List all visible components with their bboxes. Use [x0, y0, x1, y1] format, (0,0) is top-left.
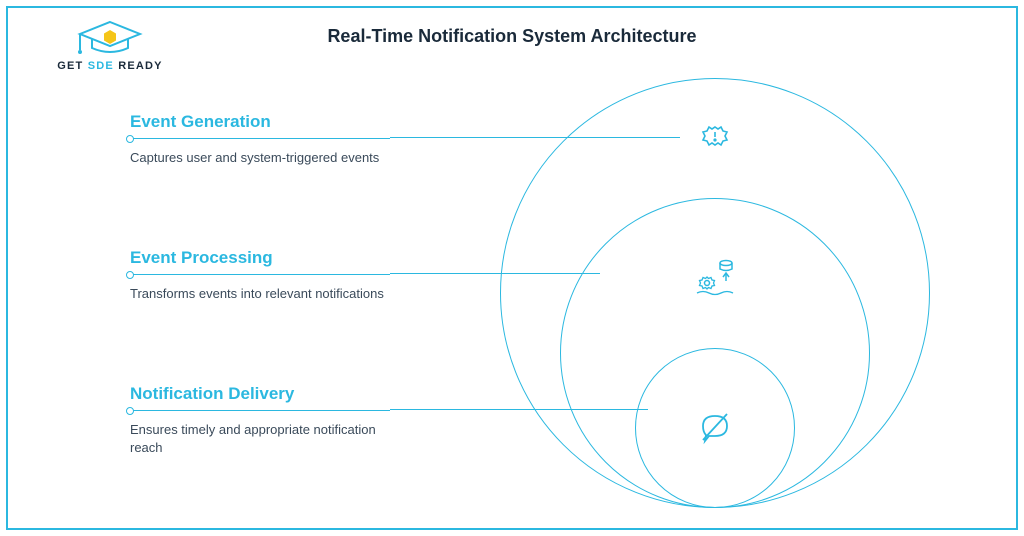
notif-delivery-icon: [695, 408, 735, 448]
brand-word-sde: SDE: [88, 60, 114, 72]
section-notification-delivery: Notification Delivery Ensures timely and…: [130, 384, 390, 456]
event-gen-icon: [695, 117, 735, 157]
section-heading: Notification Delivery: [130, 384, 390, 404]
diagram-title: Real-Time Notification System Architectu…: [0, 26, 1024, 47]
brand-text: GET SDE READY: [40, 60, 180, 72]
section-underline: [130, 410, 390, 411]
section-underline: [130, 274, 390, 275]
section-desc: Captures user and system-triggered event…: [130, 149, 390, 167]
section-heading: Event Generation: [130, 112, 390, 132]
section-event-processing: Event Processing Transforms events into …: [130, 248, 390, 303]
section-desc: Transforms events into relevant notifica…: [130, 285, 390, 303]
section-heading: Event Processing: [130, 248, 390, 268]
section-desc: Ensures timely and appropriate notificat…: [130, 421, 390, 456]
section-underline: [130, 138, 390, 139]
section-event-generation: Event Generation Captures user and syste…: [130, 112, 390, 167]
brand-word-ready: READY: [118, 60, 163, 72]
event-proc-icon: [693, 255, 737, 299]
brand-word-get: GET: [57, 60, 83, 72]
